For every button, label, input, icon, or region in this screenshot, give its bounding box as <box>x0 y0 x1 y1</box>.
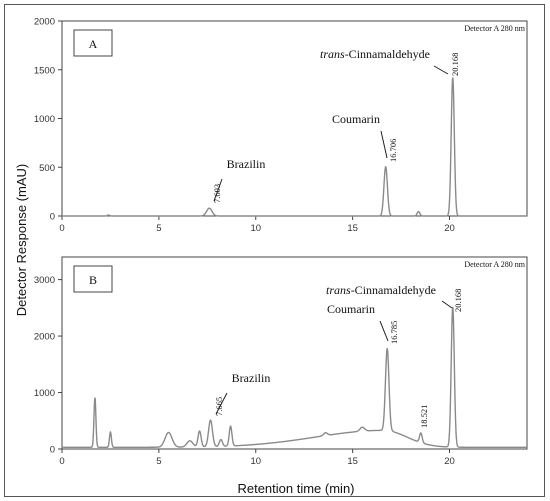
rt-label-b-3: 20.168 <box>453 289 463 312</box>
leader-line-a-0 <box>213 178 223 202</box>
leader-line-b-3 <box>441 300 453 309</box>
leader-line-a-2 <box>433 65 449 75</box>
compound-label-b-3: trans-Cinnamaldehyde <box>326 283 436 297</box>
chromatogram-trace-b <box>62 306 527 449</box>
x-tick-label-b-1: 5 <box>156 456 161 467</box>
x-tick-label-b-4: 20 <box>444 456 455 467</box>
x-tick-label-a-0: 0 <box>59 223 64 234</box>
compound-label-suffix-b-3: -Cinnamaldehyde <box>351 283 436 297</box>
x-tick-label-a-1: 5 <box>156 223 161 234</box>
leader-line-b-1 <box>379 320 389 342</box>
y-tick-label-a-4: 2000 <box>34 17 55 28</box>
leader-line-a-1 <box>380 130 388 159</box>
y-tick-label-b-0: 0 <box>50 445 55 456</box>
y-tick-label-a-0: 0 <box>50 212 55 223</box>
y-tick-label-b-3: 3000 <box>34 275 55 286</box>
x-tick-label-b-0: 0 <box>59 456 64 467</box>
chromatogram-trace-a <box>62 77 527 217</box>
rt-label-b-0: 7.665 <box>214 397 224 416</box>
leader-line-b-0 <box>215 392 228 415</box>
rt-label-a-1: 16.706 <box>388 139 398 162</box>
x-tick-label-a-2: 10 <box>250 223 261 234</box>
panel-label-box-a <box>73 29 113 57</box>
compound-label-b-0: Brazilin <box>232 371 271 385</box>
y-axis-label: Detector Response (mAU) <box>14 164 29 316</box>
rt-label-b-2: 18.521 <box>419 405 429 428</box>
detector-label-b: Detector A 280 nm <box>464 260 525 269</box>
compound-label-a-2: trans-Cinnamaldehyde <box>320 47 430 61</box>
compound-label-a-0: Brazilin <box>227 157 266 171</box>
chart-panel-b: 0 1000 2000 3000 0 5 10 15 20 B Detector A 280 nm 7… <box>34 256 528 467</box>
plot-area-b <box>61 256 528 450</box>
compound-label-prefix-b-3: trans <box>326 283 351 297</box>
compound-label-a-1: Coumarin <box>332 112 380 126</box>
panel-label-a: A <box>89 37 98 51</box>
x-tick-label-b-3: 15 <box>347 456 358 467</box>
rt-label-b-1: 16.785 <box>389 321 399 344</box>
detector-label-a: Detector A 280 nm <box>464 24 525 33</box>
x-axis-label: Retention time (min) <box>237 481 354 496</box>
compound-label-b-1: Coumarin <box>327 302 375 316</box>
panel-label-box-b <box>73 265 113 293</box>
panel-label-b: B <box>89 273 97 287</box>
y-tick-label-a-3: 1500 <box>34 65 55 76</box>
compound-label-suffix-a-2: -Cinnamaldehyde <box>345 47 430 61</box>
y-tick-label-a-2: 1000 <box>34 114 55 125</box>
chart-panel-a: 0 500 1000 1500 2000 0 5 10 15 20 A Detector A 280 … <box>34 17 528 234</box>
compound-label-prefix-a-2: trans <box>320 47 345 61</box>
y-tick-label-b-2: 2000 <box>34 332 55 343</box>
rt-label-a-2: 20.168 <box>450 53 460 76</box>
y-tick-label-b-1: 1000 <box>34 388 55 399</box>
x-tick-label-a-3: 15 <box>347 223 358 234</box>
x-tick-label-b-2: 10 <box>250 456 261 467</box>
x-tick-label-a-4: 20 <box>444 223 455 234</box>
plot-area-a <box>61 20 528 217</box>
y-tick-label-a-1: 500 <box>39 163 55 174</box>
figure-frame <box>4 4 545 497</box>
